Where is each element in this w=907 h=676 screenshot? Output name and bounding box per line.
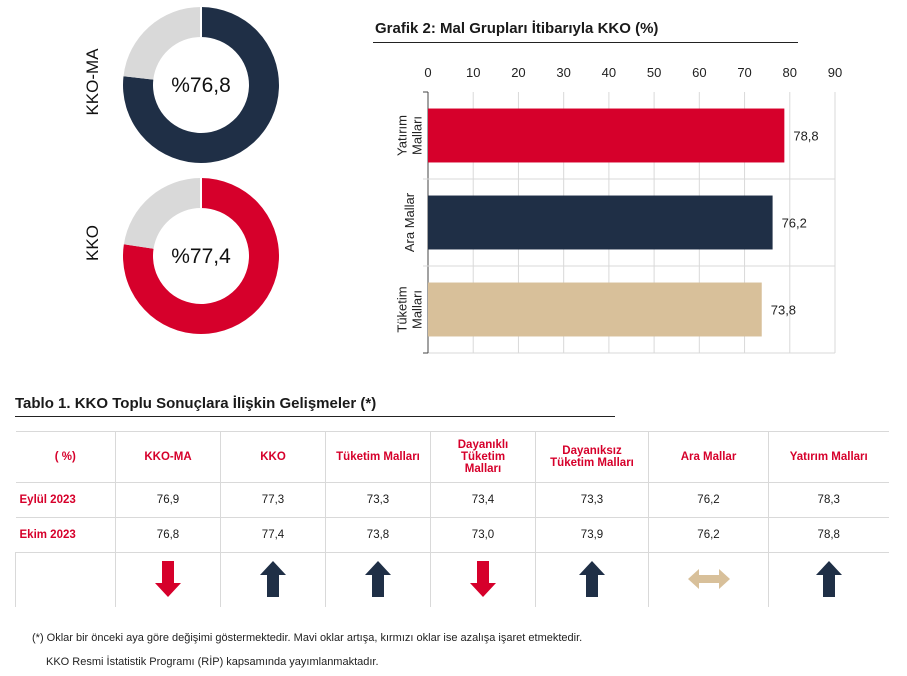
row-label-ekim: Ekim 2023 [15,517,116,553]
donut-value-label: %77,4 [171,245,231,268]
x-tick-label: 90 [828,65,842,80]
donut-value-label: %76,8 [171,74,231,97]
arrow-cell [430,552,536,607]
footnote-2: KKO Resmi İstatistik Programı (RİP) kaps… [46,656,379,668]
row-label-eylul: Eylül 2023 [15,482,116,518]
arrow-shape [687,568,730,589]
bar [428,282,762,337]
up-arrow-icon [260,560,286,597]
x-tick-label: 60 [692,65,706,80]
bar-chart-title: Grafik 2: Mal Grupları İtibarıyla KKO (%… [375,20,659,37]
donut-chart-kko: %77,4 [123,178,279,334]
donut-chart-kko-ma: %76,8 [123,7,280,163]
x-tick-label: 30 [556,65,570,80]
arrow-shape [815,560,842,597]
arrow-cell-empty [15,552,116,607]
up-arrow-icon [815,560,842,597]
arrow-shape [579,560,605,597]
y-category-label: Tüketim Malları [395,286,425,332]
up-arrow-icon [579,560,605,597]
y-category-label-line: Yatırım [395,115,410,156]
table-cell: 73,4 [430,482,536,518]
y-category-label-line: Malları [410,290,425,329]
arrow-shape [155,560,181,597]
y-category-label: Yatırım Malları [395,115,425,156]
table-cell: 78,8 [768,517,889,553]
up-arrow-icon [365,560,391,597]
table-cell: 76,8 [115,517,221,553]
table-cell: 76,9 [115,482,221,518]
table-title-rule [15,416,615,417]
donut-kko: %77,4 [112,176,292,341]
footnote-1: (*) Oklar bir önceki aya göre değişimi g… [32,632,583,644]
donut-label-kko-ma: KKO-MA [83,48,102,116]
table-header-unit: ( %) [15,431,116,483]
arrow-shape [470,560,496,597]
table-header-dayanikli: Dayanıklı Tüketim Malları [430,431,536,483]
y-category-label-line: Malları [410,116,425,155]
x-tick-label: 50 [647,65,661,80]
table-row: Eylül 2023 76,9 77,3 73,3 73,4 73,3 76,2… [15,482,889,518]
down-arrow-icon [470,560,496,597]
donut-remainder-segment [123,7,201,80]
down-arrow-icon [155,560,181,597]
x-tick-label: 10 [466,65,480,80]
table-cell: 76,2 [648,517,769,553]
donut-value-segment [123,7,280,163]
x-tick-label: 40 [602,65,616,80]
arrow-cell [768,552,889,607]
arrow-cell [220,552,326,607]
table-header-ara: Ara Mallar [648,431,769,483]
table-row: Ekim 2023 76,8 77,4 73,8 73,0 73,9 76,2 … [15,517,889,553]
left-right-arrow-icon [687,568,730,589]
table-cell: 73,3 [535,482,649,518]
table-cell: 73,8 [325,517,431,553]
x-tick-label: 70 [737,65,751,80]
donut-remainder-segment [123,178,201,249]
bar-value-label: 73,8 [771,303,796,318]
table-cell: 77,4 [220,517,326,553]
table-header-kko-ma: KKO-MA [115,431,221,483]
table-header-dayaniksiz: Dayanıksız Tüketim Malları [535,431,649,483]
table-header-kko: KKO [220,431,326,483]
arrow-cell [535,552,649,607]
table-header-yatirim: Yatırım Malları [768,431,889,483]
y-category-label-line: Tüketim [395,286,410,332]
table-cell: 76,2 [648,482,769,518]
table-cell: 73,3 [325,482,431,518]
donut-label-kko: KKO [83,225,102,261]
x-tick-label: 80 [783,65,797,80]
kko-table: ( %) KKO-MA KKO Tüketim Malları Dayanıkl… [15,431,889,607]
table-cell: 77,3 [220,482,326,518]
bar [428,195,773,250]
table-title: Tablo 1. KKO Toplu Sonuçlara İlişkin Gel… [15,395,377,412]
bar-value-label: 78,8 [793,129,818,144]
table-cell: 73,9 [535,517,649,553]
arrow-shape [365,560,391,597]
arrow-cell [115,552,221,607]
table-header-row: ( %) KKO-MA KKO Tüketim Malları Dayanıkl… [15,431,889,483]
table-cell: 78,3 [768,482,889,518]
table-header-tuketim: Tüketim Malları [325,431,431,483]
arrow-cell [648,552,769,607]
y-category-label: Ara Mallar [402,192,417,252]
x-tick-label: 0 [424,65,431,80]
arrow-shape [260,560,286,597]
bar-chart-title-rule [373,42,798,43]
arrow-cell [325,552,431,607]
x-tick-label: 20 [511,65,525,80]
bar [428,108,785,163]
y-category-label-line: Ara Mallar [402,192,417,252]
bar-value-label: 76,2 [782,216,807,231]
donut-kko-ma: %76,8 [112,5,292,170]
table-cell: 73,0 [430,517,536,553]
donut-value-segment [123,178,279,334]
table-arrow-row [15,552,889,607]
